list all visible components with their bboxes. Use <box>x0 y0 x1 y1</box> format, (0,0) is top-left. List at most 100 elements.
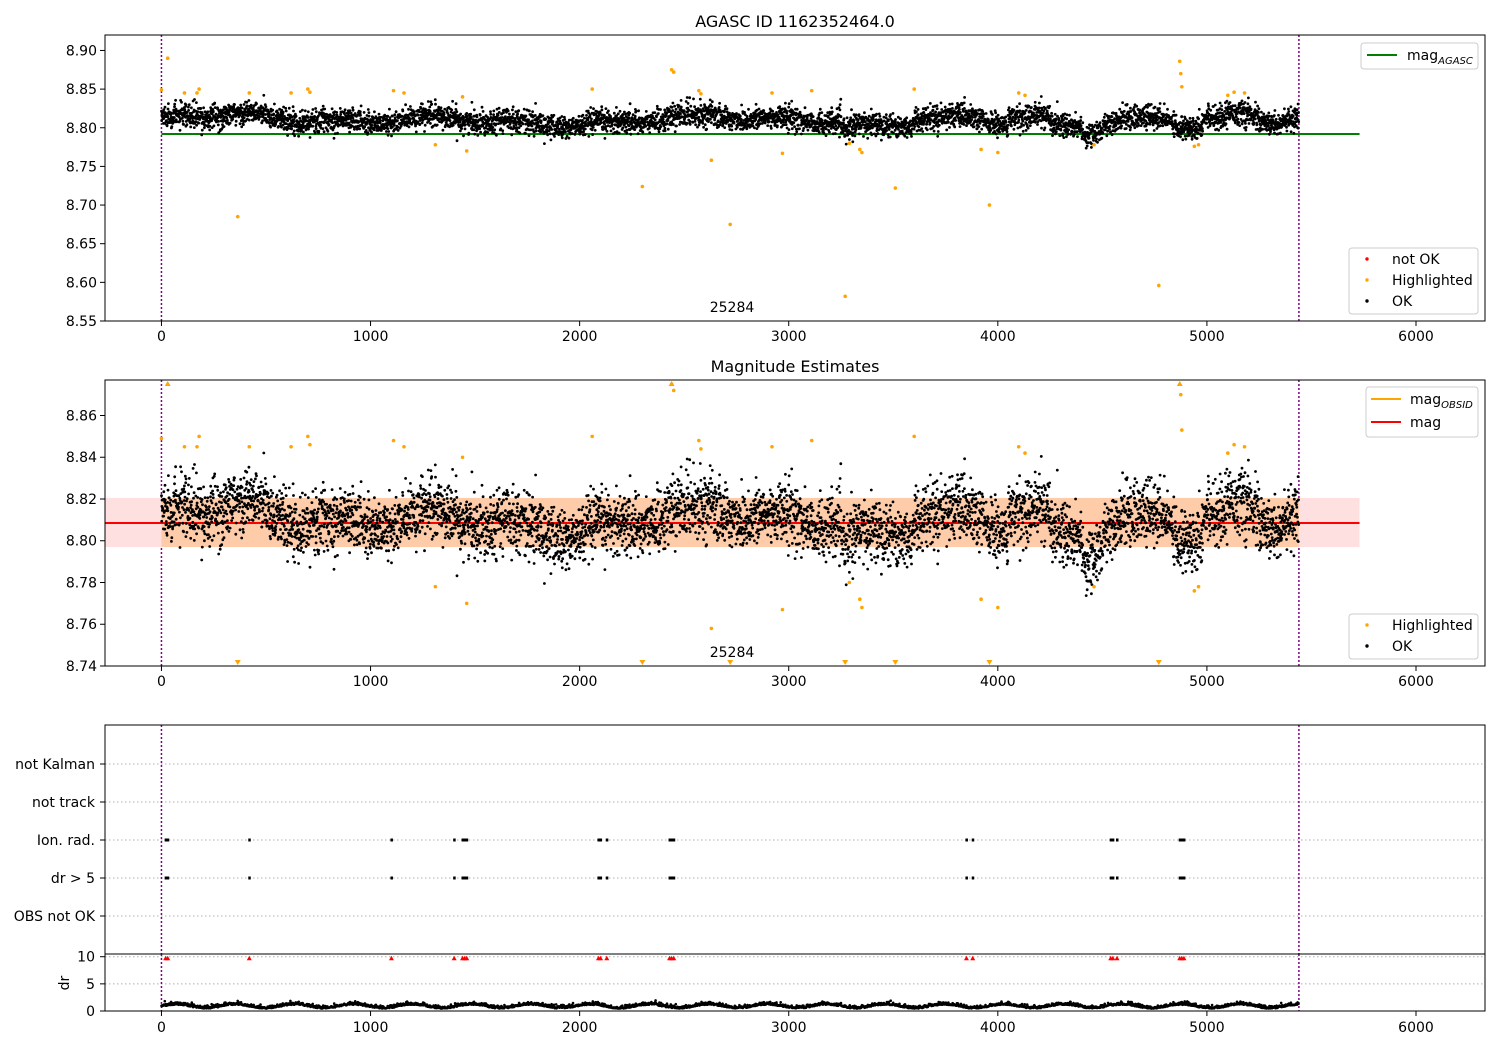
ok-point <box>383 114 387 118</box>
ok-point <box>516 112 519 116</box>
ok-point <box>811 115 815 118</box>
ok-point <box>530 124 534 128</box>
ok-point <box>978 130 981 134</box>
ok-point <box>421 118 425 122</box>
ok-point <box>1081 121 1085 125</box>
ok-point <box>766 124 770 127</box>
ok-point <box>178 120 182 123</box>
ok-point <box>915 110 918 114</box>
ok-point <box>673 130 677 134</box>
ok-point <box>869 107 873 111</box>
ok-point <box>508 112 511 116</box>
ok-point <box>936 134 940 138</box>
ok-point <box>473 132 477 136</box>
ok-point <box>460 127 463 130</box>
ok-point <box>1118 107 1122 111</box>
ok-point <box>213 101 217 105</box>
ok-point <box>400 114 404 118</box>
ok-point <box>1158 107 1161 110</box>
ok-point <box>987 118 990 121</box>
ok-point <box>822 131 826 135</box>
ok-point <box>872 118 875 121</box>
ok-point <box>1061 132 1065 136</box>
ok-point <box>192 126 196 129</box>
ok-point <box>511 105 515 109</box>
ok-point <box>472 128 476 132</box>
ok-point <box>817 131 821 134</box>
ok-point <box>920 127 924 130</box>
ok-point <box>937 123 941 127</box>
ok-point <box>467 121 470 125</box>
ok-point <box>636 132 640 136</box>
ok-point <box>372 128 376 132</box>
ok-point <box>330 107 334 111</box>
ok-point <box>857 113 861 116</box>
ok-point <box>1059 128 1063 132</box>
ok-point <box>617 131 621 135</box>
ok-point <box>1190 137 1194 141</box>
ok-point <box>534 129 538 133</box>
ok-point <box>1065 117 1068 121</box>
ok-point <box>1015 105 1019 108</box>
ok-point <box>189 125 193 129</box>
ok-point <box>200 133 204 137</box>
ok-point <box>502 111 505 115</box>
ok-point <box>793 125 796 129</box>
ok-point <box>666 119 670 122</box>
ok-point <box>373 110 376 114</box>
ok-point <box>1012 109 1016 112</box>
ok-point <box>880 138 883 142</box>
ok-point <box>1146 105 1149 109</box>
ok-point <box>842 121 845 125</box>
ok-point <box>320 120 324 124</box>
ok-point <box>657 130 661 134</box>
ok-point <box>465 112 469 115</box>
ok-point <box>655 115 658 119</box>
ok-point <box>762 109 766 113</box>
ok-point <box>330 118 334 122</box>
ok-point <box>1062 136 1066 140</box>
ok-point <box>451 123 455 127</box>
ok-point <box>351 106 355 109</box>
figure-title: AGASC ID 1162352464.0 <box>695 12 895 31</box>
ok-point <box>203 126 206 130</box>
ok-point <box>909 132 913 135</box>
ok-point <box>423 123 427 127</box>
ok-point <box>564 130 567 134</box>
ok-point <box>921 130 925 133</box>
ok-point <box>489 116 493 119</box>
ok-point <box>961 115 965 119</box>
ok-point <box>628 111 632 115</box>
ok-point <box>885 123 889 126</box>
ok-point <box>387 130 391 133</box>
ok-point <box>489 112 493 116</box>
ok-point <box>910 135 913 138</box>
ok-point <box>216 123 220 127</box>
ok-point <box>591 126 595 129</box>
ok-point <box>1201 127 1204 131</box>
ok-point <box>522 107 526 111</box>
ok-point <box>479 130 482 134</box>
ok-point <box>1075 130 1079 134</box>
ok-point <box>404 103 407 107</box>
ok-point <box>408 117 412 121</box>
ok-point <box>723 126 727 129</box>
ok-point <box>396 129 400 132</box>
ok-point <box>221 123 224 126</box>
ok-point <box>1184 137 1188 141</box>
ok-point <box>454 113 457 116</box>
ok-point <box>604 107 608 110</box>
ok-point <box>884 113 888 116</box>
ok-point <box>605 129 609 133</box>
ok-point <box>481 124 485 128</box>
ok-point <box>931 108 935 112</box>
ok-point <box>1158 110 1162 114</box>
ok-point <box>963 107 966 110</box>
x-tick-label: 0 <box>157 329 166 345</box>
ok-point <box>874 134 878 138</box>
ok-point <box>466 114 469 118</box>
ok-point <box>753 126 756 130</box>
ok-point <box>501 116 504 119</box>
ok-point <box>314 124 318 128</box>
ok-point <box>1129 126 1132 129</box>
